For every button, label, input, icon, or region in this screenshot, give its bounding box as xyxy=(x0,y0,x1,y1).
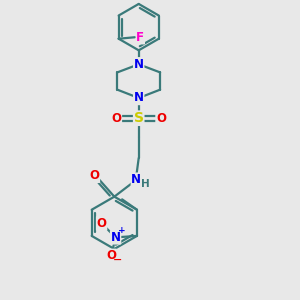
Text: O: O xyxy=(89,169,99,182)
Text: N: N xyxy=(131,173,141,186)
Text: N: N xyxy=(134,92,144,104)
Text: N: N xyxy=(111,231,121,244)
Text: S: S xyxy=(134,111,144,125)
Text: N: N xyxy=(134,58,144,71)
Text: O: O xyxy=(156,112,166,125)
Text: −: − xyxy=(113,255,122,265)
Text: O: O xyxy=(97,217,106,230)
Text: O: O xyxy=(106,249,116,262)
Text: H: H xyxy=(141,179,150,189)
Text: F: F xyxy=(136,31,144,44)
Text: O: O xyxy=(111,112,122,125)
Text: +: + xyxy=(118,226,125,235)
